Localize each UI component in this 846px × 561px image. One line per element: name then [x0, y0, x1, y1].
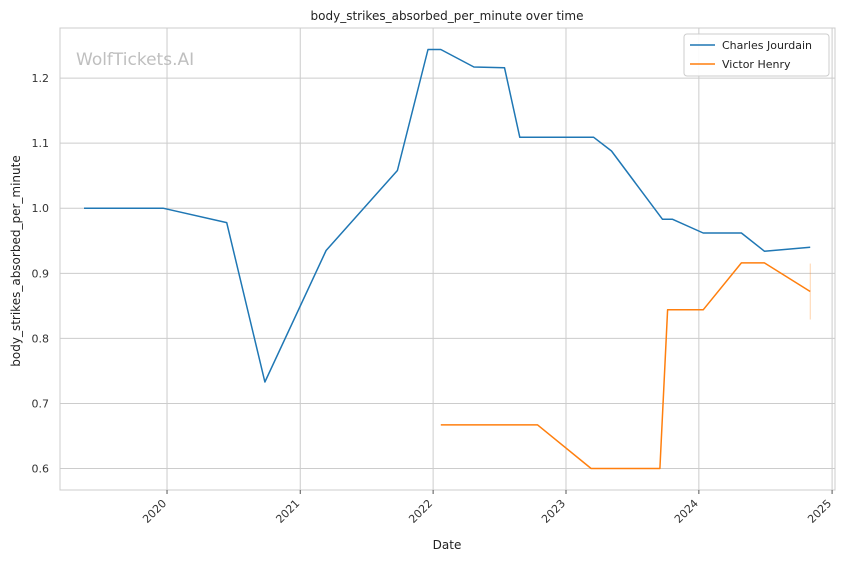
series-layer	[84, 48, 811, 470]
y-tick-label: 0.6	[32, 463, 50, 476]
watermark: WolfTickets.AI	[76, 50, 194, 70]
y-tick-label: 1.1	[32, 137, 50, 150]
series-line-0	[84, 48, 811, 383]
legend-box	[683, 33, 830, 77]
legend-label: Charles Jourdain	[722, 39, 812, 52]
x-tick-label: 2024	[672, 497, 701, 526]
grid	[60, 28, 835, 490]
x-tick-label: 2023	[539, 497, 568, 526]
x-axis-label: Date	[433, 538, 462, 552]
legend: Charles Jourdain Victor Henry	[683, 33, 830, 77]
series-line-1	[440, 262, 811, 470]
x-tick-label: 2025	[805, 497, 834, 526]
legend-label: Victor Henry	[722, 58, 791, 71]
y-tick-label: 0.8	[32, 332, 50, 345]
x-tick-labels: 2020 2021 2022 2023 2024 2025	[140, 490, 834, 526]
x-tick-label: 2021	[273, 497, 302, 526]
x-tick-label: 2020	[140, 497, 169, 526]
y-tick-label: 1.0	[32, 202, 50, 215]
y-axis-label: body_strikes_absorbed_per_minute	[9, 155, 23, 366]
chart-title: body_strikes_absorbed_per_minute over ti…	[311, 9, 584, 23]
y-tick-labels: 0.6 0.7 0.8 0.9 1.0 1.1 1.2	[32, 72, 50, 475]
y-tick-label: 0.7	[32, 397, 50, 410]
y-tick-label: 0.9	[32, 267, 50, 280]
y-tick-label: 1.2	[32, 72, 50, 85]
x-tick-label: 2022	[406, 497, 435, 526]
plot-frame	[59, 27, 836, 491]
